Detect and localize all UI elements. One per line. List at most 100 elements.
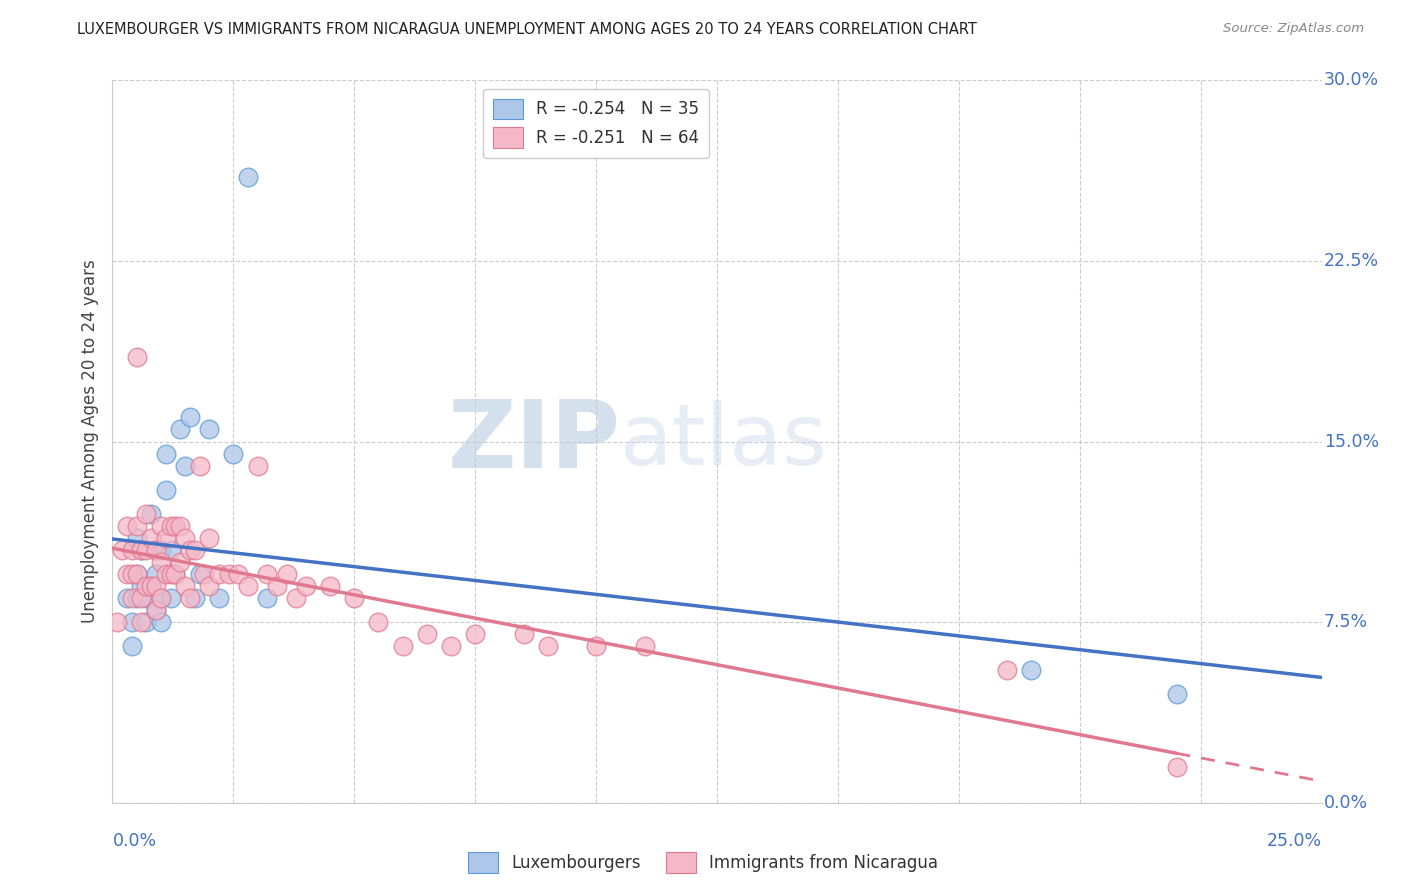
Point <box>1166 760 1188 774</box>
Point <box>169 555 191 569</box>
Point <box>121 567 143 582</box>
Point <box>125 518 148 533</box>
Point <box>179 410 201 425</box>
Text: 7.5%: 7.5% <box>1324 613 1368 632</box>
Point <box>256 591 278 605</box>
Point <box>633 639 655 653</box>
Point <box>183 591 205 605</box>
Point <box>169 422 191 436</box>
Point <box>159 542 181 557</box>
Text: 0.0%: 0.0% <box>112 831 156 850</box>
Point <box>145 603 167 617</box>
Point <box>149 591 172 605</box>
Point <box>208 567 231 582</box>
Point <box>125 567 148 582</box>
Text: ZIP: ZIP <box>447 395 620 488</box>
Point <box>141 531 163 545</box>
Point <box>179 591 201 605</box>
Point <box>155 483 177 497</box>
Point <box>285 591 308 605</box>
Point <box>125 591 148 605</box>
Point <box>125 350 148 364</box>
Point <box>149 555 172 569</box>
Point <box>174 458 197 473</box>
Y-axis label: Unemployment Among Ages 20 to 24 years: Unemployment Among Ages 20 to 24 years <box>80 260 98 624</box>
Point <box>131 591 153 605</box>
Point <box>995 664 1018 678</box>
Point <box>1166 687 1188 701</box>
Point <box>276 567 298 582</box>
Point <box>115 567 138 582</box>
Point <box>236 579 259 593</box>
Text: atlas: atlas <box>620 400 828 483</box>
Legend: R = -0.254   N = 35, R = -0.251   N = 64: R = -0.254 N = 35, R = -0.251 N = 64 <box>484 88 709 158</box>
Point <box>343 591 366 605</box>
Point <box>537 639 560 653</box>
Point <box>319 579 342 593</box>
Point <box>464 627 486 641</box>
Point <box>226 567 249 582</box>
Point <box>165 567 187 582</box>
Point <box>155 567 177 582</box>
Text: 30.0%: 30.0% <box>1324 71 1379 89</box>
Point <box>193 567 215 582</box>
Point <box>236 169 259 184</box>
Point <box>188 567 211 582</box>
Point <box>179 542 201 557</box>
Point <box>169 518 191 533</box>
Point <box>135 507 157 521</box>
Point <box>121 591 143 605</box>
Point <box>416 627 439 641</box>
Text: Source: ZipAtlas.com: Source: ZipAtlas.com <box>1223 22 1364 36</box>
Point <box>135 542 157 557</box>
Point <box>188 458 211 473</box>
Point <box>159 567 181 582</box>
Point <box>135 579 157 593</box>
Point <box>174 531 197 545</box>
Point <box>125 531 148 545</box>
Point <box>121 542 143 557</box>
Point <box>198 422 221 436</box>
Point <box>198 531 221 545</box>
Point <box>149 518 172 533</box>
Point <box>256 567 278 582</box>
Point <box>131 542 153 557</box>
Point <box>222 446 245 460</box>
Point <box>145 542 167 557</box>
Point <box>1021 664 1043 678</box>
Point <box>440 639 463 653</box>
Text: LUXEMBOURGER VS IMMIGRANTS FROM NICARAGUA UNEMPLOYMENT AMONG AGES 20 TO 24 YEARS: LUXEMBOURGER VS IMMIGRANTS FROM NICARAGU… <box>77 22 977 37</box>
Point <box>131 615 153 630</box>
Point <box>145 542 167 557</box>
Point <box>121 615 143 630</box>
Point <box>367 615 389 630</box>
Point <box>391 639 413 653</box>
Point <box>149 591 172 605</box>
Point <box>266 579 288 593</box>
Point <box>165 567 187 582</box>
Point <box>155 531 177 545</box>
Text: 15.0%: 15.0% <box>1324 433 1379 450</box>
Point <box>159 518 181 533</box>
Point <box>149 542 172 557</box>
Legend: Luxembourgers, Immigrants from Nicaragua: Luxembourgers, Immigrants from Nicaragua <box>461 846 945 880</box>
Point <box>585 639 607 653</box>
Point <box>165 518 187 533</box>
Text: 0.0%: 0.0% <box>1324 794 1368 812</box>
Point <box>512 627 534 641</box>
Point <box>141 579 163 593</box>
Point <box>131 542 153 557</box>
Point <box>145 603 167 617</box>
Point <box>246 458 269 473</box>
Point <box>131 579 153 593</box>
Point <box>174 579 197 593</box>
Point <box>111 542 134 557</box>
Point <box>208 591 231 605</box>
Point <box>145 567 167 582</box>
Point <box>155 446 177 460</box>
Point <box>218 567 240 582</box>
Point <box>105 615 128 630</box>
Point <box>125 567 148 582</box>
Point <box>115 591 138 605</box>
Point <box>295 579 318 593</box>
